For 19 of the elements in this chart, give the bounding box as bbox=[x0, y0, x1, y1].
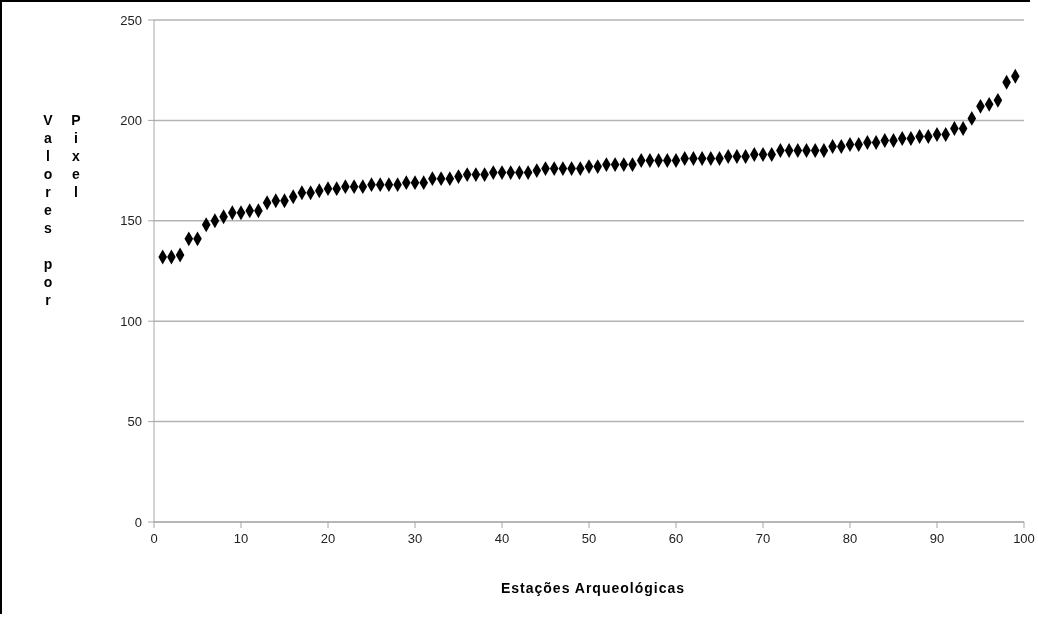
x-tick-label: 100 bbox=[1013, 531, 1035, 547]
x-tick-label: 40 bbox=[494, 531, 510, 547]
x-tick-label: 50 bbox=[581, 531, 597, 547]
y-tick-label: 150 bbox=[120, 213, 142, 229]
x-tick-label: 80 bbox=[842, 531, 858, 547]
x-tick-label: 90 bbox=[929, 531, 945, 547]
y-axis-title: Valores por Pixel bbox=[39, 112, 85, 312]
x-tick-label: 30 bbox=[407, 531, 423, 547]
y-tick-label: 200 bbox=[120, 113, 142, 129]
y-tick-label: 0 bbox=[134, 514, 142, 530]
y-tick-label: 50 bbox=[127, 414, 142, 430]
x-tick-label: 60 bbox=[668, 531, 684, 547]
x-tick-label: 70 bbox=[755, 531, 771, 547]
x-tick-label: 10 bbox=[233, 531, 249, 547]
x-axis-title: Estações Arqueológicas bbox=[499, 580, 687, 596]
y-tick-label: 100 bbox=[120, 313, 142, 329]
y-tick-label: 250 bbox=[120, 12, 142, 28]
x-tick-label: 20 bbox=[320, 531, 336, 547]
x-tick-label: 0 bbox=[150, 531, 158, 547]
